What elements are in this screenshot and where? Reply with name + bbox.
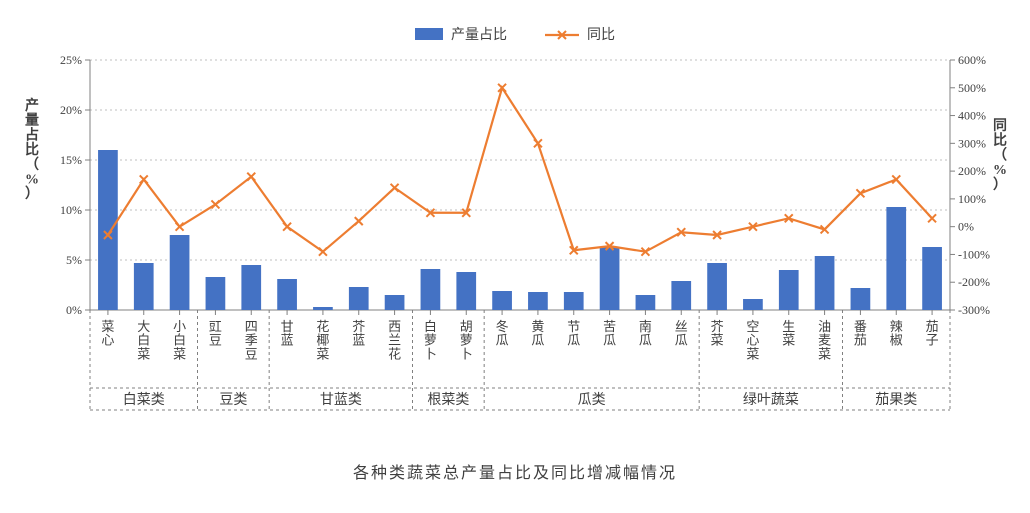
bar	[815, 256, 835, 310]
group-label: 瓜类	[578, 392, 606, 408]
chart-svg: 0% 5% 10% 15% 20% 25% -300% -200% -100% 0% 100% 200…	[10, 10, 1020, 503]
x-label: 黄瓜	[531, 319, 544, 348]
x-label: 花椰菜	[316, 319, 329, 361]
bar	[743, 299, 763, 310]
left-tick-label: 0%	[66, 303, 82, 317]
x-label: 节瓜	[567, 319, 580, 348]
x-label: 芥蓝	[352, 319, 365, 348]
right-tick-label: 0%	[958, 220, 974, 234]
left-tick-label: 25%	[60, 53, 82, 67]
group-label: 甘蓝类	[320, 392, 362, 408]
bar	[241, 265, 261, 310]
x-label: 四季豆	[245, 319, 258, 361]
left-tick-label: 5%	[66, 253, 82, 267]
left-tick-label: 20%	[60, 103, 82, 117]
x-label: 茄子	[926, 319, 939, 348]
x-label: 空心菜	[746, 319, 759, 361]
right-axis-title: 同比（%）	[993, 118, 1007, 193]
right-tick-label: 600%	[958, 53, 986, 67]
bar	[636, 295, 656, 310]
legend-swatch-bar	[415, 28, 443, 40]
bar	[313, 307, 333, 310]
bar	[170, 235, 190, 310]
legend-label: 产量占比	[451, 27, 507, 43]
x-label: 丝瓜	[675, 319, 688, 348]
bar	[456, 272, 476, 310]
bar	[134, 263, 154, 310]
chart-container: 0% 5% 10% 15% 20% 25% -300% -200% -100% 0% 100% 200…	[10, 10, 1020, 503]
x-label: 豇豆	[209, 319, 222, 348]
group-label: 根菜类	[427, 392, 469, 408]
left-tick-label: 10%	[60, 203, 82, 217]
left-axis-title: 产量占比（%）	[25, 97, 39, 202]
right-tick-label: 400%	[958, 109, 986, 123]
bar	[779, 270, 799, 310]
bar	[206, 277, 226, 310]
bar	[385, 295, 405, 310]
group-label: 豆类	[219, 392, 247, 408]
x-label: 芥菜	[711, 319, 724, 348]
x-label: 小白菜	[173, 319, 186, 361]
bar	[421, 269, 441, 310]
right-tick-label: 200%	[958, 164, 986, 178]
line-series	[108, 88, 932, 252]
right-tick-label: -300%	[958, 303, 990, 317]
x-label: 菜心	[101, 319, 114, 348]
right-tick-label: -100%	[958, 247, 990, 261]
x-label: 冬瓜	[496, 319, 509, 348]
bar	[277, 279, 297, 310]
left-tick-label: 15%	[60, 153, 82, 167]
x-label: 白萝卜	[424, 319, 437, 361]
right-tick-label: 300%	[958, 136, 986, 150]
chart-caption: 各种类蔬菜总产量占比及同比增减幅情况	[353, 464, 677, 482]
bar	[707, 263, 727, 310]
legend-label: 同比	[587, 27, 615, 43]
right-tick-label: 500%	[958, 81, 986, 95]
x-label: 胡萝卜	[460, 319, 473, 361]
x-label: 大白菜	[137, 319, 150, 361]
bar	[349, 287, 369, 310]
bar	[886, 207, 906, 310]
x-label: 苦瓜	[603, 319, 616, 348]
bar	[600, 247, 620, 310]
bar	[492, 291, 512, 310]
x-label: 西兰花	[388, 319, 401, 361]
bar	[564, 292, 584, 310]
right-tick-label: -200%	[958, 275, 990, 289]
x-label: 南瓜	[639, 319, 652, 348]
bar	[851, 288, 871, 310]
group-label: 白菜类	[123, 392, 165, 408]
x-label: 番茄	[854, 319, 867, 348]
legend: 产量占比 同比	[415, 27, 615, 43]
group-label: 绿叶蔬菜	[743, 392, 799, 408]
bar	[922, 247, 942, 310]
x-label: 油麦菜	[818, 319, 831, 361]
x-label: 生菜	[782, 319, 795, 348]
bar	[98, 150, 118, 310]
group-label: 茄果类	[875, 391, 917, 408]
x-label: 辣椒	[890, 319, 903, 348]
bar	[528, 292, 548, 310]
bar	[671, 281, 691, 310]
right-tick-label: 100%	[958, 192, 986, 206]
x-label: 甘蓝	[281, 319, 294, 348]
